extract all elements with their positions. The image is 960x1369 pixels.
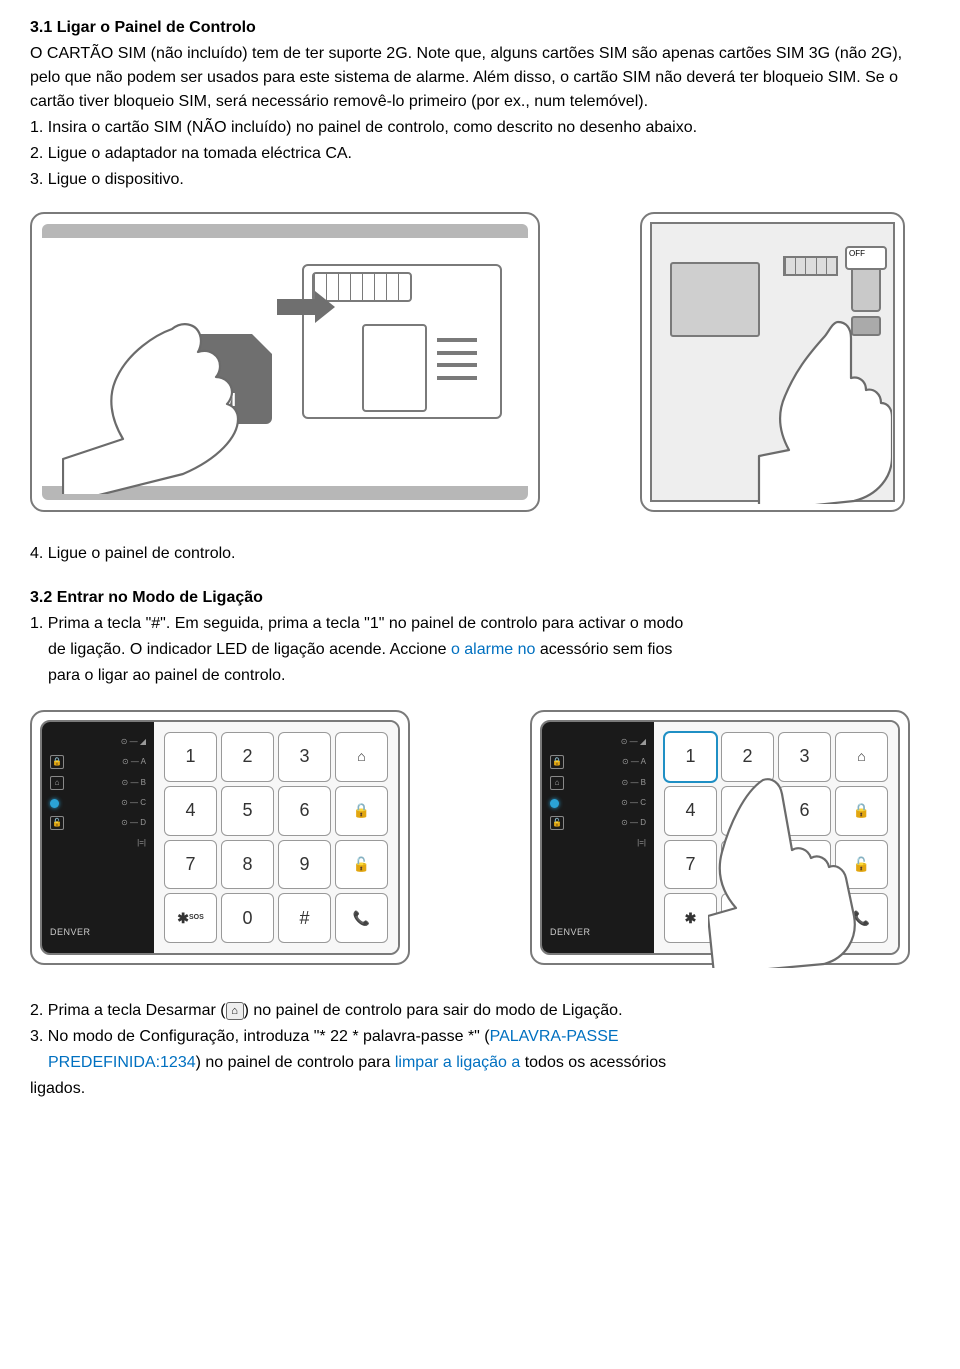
figure-keypad-1: ⊙ — ◢ 🔒 ⊙ — A ⌂ ⊙ — B ⊙ — C 🔓 ⊙ — D |=| DEN…: [30, 710, 410, 965]
text: 2. Prima a tecla Desarmar (: [30, 1002, 226, 1019]
link-alarm: o alarme no: [451, 641, 536, 658]
hand-icon: [708, 768, 918, 968]
text: ) no painel de controlo para sair do mod…: [244, 1002, 623, 1019]
step32-1a: 1. Prima a tecla "#". Em seguida, prima …: [30, 612, 930, 636]
key-call: 📞: [335, 893, 388, 943]
key-hash: #: [278, 893, 331, 943]
key-unlock: 🔓: [335, 840, 388, 890]
figure-sim-insert: SIM: [30, 212, 540, 512]
link-password-2: PREDEFINIDA:1234: [48, 1054, 196, 1071]
link-password: PALAVRA-PASSE: [490, 1028, 619, 1045]
text: de ligação. O indicador LED de ligação a…: [48, 641, 451, 658]
key-3: 3: [278, 732, 331, 782]
text: 3. No modo de Configuração, introduza "*…: [30, 1028, 490, 1045]
key-2: 2: [221, 732, 274, 782]
lock-icon: 🔒: [50, 755, 64, 769]
text: todos os acessórios: [520, 1054, 666, 1071]
step32-2: 2. Prima a tecla Desarmar (⌂) no painel …: [30, 999, 930, 1023]
arrow-icon: [277, 299, 317, 315]
zone-label: |=|: [137, 837, 146, 849]
zone-label: ⊙ — A: [122, 756, 146, 768]
zone-label: ⊙ — C: [121, 797, 146, 809]
key-0: 0: [221, 893, 274, 943]
step32-3c: ligados.: [30, 1077, 930, 1101]
key-8: 8: [221, 840, 274, 890]
text: acessório sem fios: [535, 641, 672, 658]
key-lock: 🔒: [335, 786, 388, 836]
key-star: ✱SOS: [164, 893, 217, 943]
home-icon: ⌂: [50, 776, 64, 790]
step32-3b: PREDEFINIDA:1234) no painel de controlo …: [30, 1051, 930, 1075]
key-5: 5: [221, 786, 274, 836]
text: ) no painel de controlo para: [196, 1054, 395, 1071]
figure-power-switch: OFF: [640, 212, 905, 512]
key-9: 9: [278, 840, 331, 890]
key-4: 4: [164, 786, 217, 836]
key-arm: ⌂: [335, 732, 388, 782]
link-clear: limpar a ligação a: [395, 1054, 520, 1071]
step32-1b: de ligação. O indicador LED de ligação a…: [30, 638, 930, 662]
disarm-icon: ⌂: [226, 1002, 244, 1020]
step-3: 3. Ligue o dispositivo.: [30, 168, 930, 192]
zone-label: ⊙ — B: [122, 777, 146, 789]
hand-icon: [752, 314, 892, 504]
figure-row-1: SIM OFF: [30, 212, 930, 512]
figure-row-2: ⊙ — ◢ 🔒 ⊙ — A ⌂ ⊙ — B ⊙ — C 🔓 ⊙ — D |=| DEN…: [30, 710, 930, 965]
keypad-zone-panel: ⊙ — ◢ 🔒⊙ — A ⌂⊙ — B ⊙ — C 🔓⊙ — D |=| DEN…: [542, 722, 654, 953]
step32-3a: 3. No modo de Configuração, introduza "*…: [30, 1025, 930, 1049]
key-1: 1: [164, 732, 217, 782]
zone-label: ⊙ — ◢: [121, 736, 146, 748]
led-blue-icon: [50, 799, 59, 808]
figure-keypad-2: ⊙ — ◢ 🔒⊙ — A ⌂⊙ — B ⊙ — C 🔓⊙ — D |=| DEN…: [530, 710, 910, 965]
zone-label: ⊙ — D: [121, 817, 146, 829]
brand-label: DENVER: [50, 926, 146, 940]
hand-icon: [62, 314, 262, 494]
key-7: 7: [164, 840, 217, 890]
keypad-zone-panel: ⊙ — ◢ 🔒 ⊙ — A ⌂ ⊙ — B ⊙ — C 🔓 ⊙ — D |=| DEN…: [42, 722, 154, 953]
heading-3-2: 3.2 Entrar no Modo de Ligação: [30, 586, 930, 610]
para-3-1: O CARTÃO SIM (não incluído) tem de ter s…: [30, 42, 930, 114]
heading-3-1: 3.1 Ligar o Painel de Controlo: [30, 16, 930, 40]
step32-1c: para o ligar ao painel de controlo.: [30, 664, 930, 688]
step-2: 2. Ligue o adaptador na tomada eléctrica…: [30, 142, 930, 166]
keypad-grid: 1 2 3 ⌂ 4 5 6 🔒 7 8 9 🔓 ✱SOS 0 # 📞: [154, 722, 398, 953]
switch-off-label: OFF: [845, 246, 887, 270]
unlock-icon: 🔓: [50, 816, 64, 830]
step-4: 4. Ligue o painel de controlo.: [30, 542, 930, 566]
key-6: 6: [278, 786, 331, 836]
step-1: 1. Insira o cartão SIM (NÃO incluído) no…: [30, 116, 930, 140]
